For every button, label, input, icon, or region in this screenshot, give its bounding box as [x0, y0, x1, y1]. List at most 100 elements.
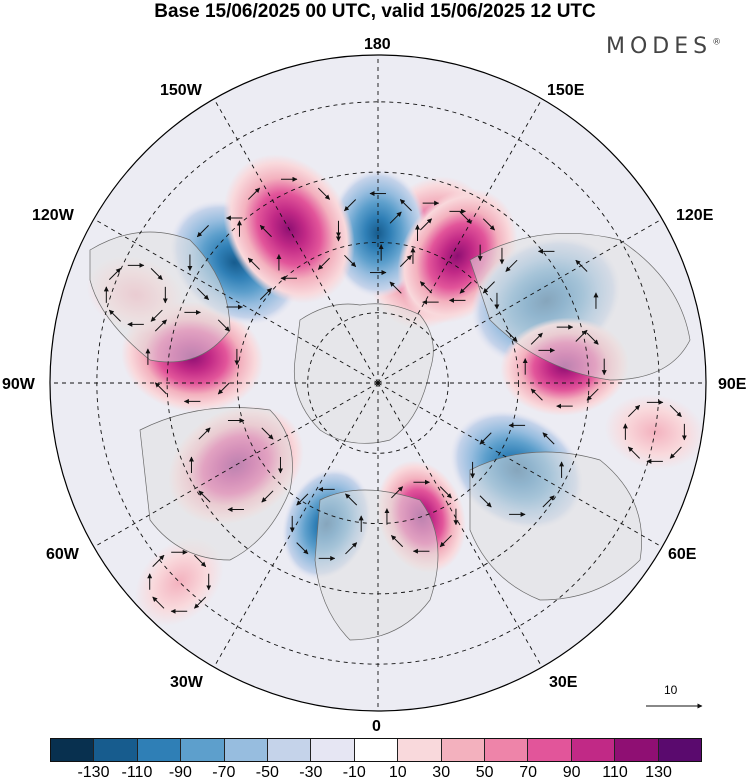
wind-vector-arrow [344, 254, 357, 267]
colorbar-swatch [94, 739, 138, 761]
wind-vector-arrow [217, 319, 230, 332]
wind-vector-arrow [317, 187, 330, 200]
wind-vector-arrow [439, 535, 452, 548]
graticule [50, 55, 706, 711]
wind-vector-arrow [108, 309, 121, 322]
colorbar-swatch [51, 739, 95, 761]
colorbar [50, 738, 702, 762]
colorbar-swatch [268, 739, 312, 761]
wind-vector-arrow [152, 554, 165, 567]
wind-vector-arrow [296, 542, 309, 555]
colorbar-tick-label: -70 [212, 764, 236, 781]
meridian-line [93, 218, 379, 384]
colorbar-swatch [311, 739, 355, 761]
wind-vector-arrow [628, 404, 641, 417]
wind-vector-arrow [586, 388, 599, 401]
wind-vector-arrow [542, 432, 555, 445]
lon-label-180: 180 [364, 36, 391, 53]
vector-scale-label: 10 [664, 683, 678, 697]
lon-label-120w: 120W [32, 207, 74, 224]
colorbar-swatch [354, 739, 399, 761]
colorbar-tick-label: -130 [77, 764, 110, 781]
wind-vectors [103, 176, 687, 614]
colorbar-ticks: -130 -110 -90 -70 -50 -30 -10 10 30 50 70 90 110 130 [50, 764, 702, 782]
wind-vector-arrow [261, 490, 274, 503]
lon-label-60w: 60W [46, 546, 79, 563]
wind-vector-arrow [479, 432, 492, 445]
latitude-circle [236, 241, 520, 525]
wind-vector-arrow [261, 427, 274, 440]
wind-vector-arrow [198, 490, 211, 503]
colorbar-swatch [224, 739, 269, 761]
wind-vector-arrow [150, 267, 163, 281]
wind-vector-arrow [505, 329, 518, 342]
colorbar-swatch [137, 739, 182, 761]
colorbar-swatch [181, 739, 225, 761]
registered-mark: ® [712, 37, 722, 48]
wind-vector-arrow [628, 446, 641, 459]
wind-vector-arrow [150, 309, 163, 322]
wind-vector-arrow [669, 446, 682, 459]
wind-vector-arrow [389, 211, 402, 224]
wind-vector-arrow [391, 486, 404, 499]
wind-vector-arrow [530, 332, 543, 345]
wind-vector-arrow [345, 493, 358, 506]
colorbar-tick-label: 130 [645, 764, 672, 781]
colorbar-tick-label: 30 [432, 764, 451, 781]
wind-vector-arrow [194, 596, 207, 609]
meridian-line [213, 382, 379, 668]
meridian-line [93, 382, 379, 548]
wind-vector-arrow [259, 287, 272, 300]
lon-label-90w: 90W [2, 376, 35, 393]
wind-vector-arrow [389, 281, 402, 294]
colorbar-tick-label: -90 [168, 764, 192, 781]
wind-vector-arrow [217, 382, 230, 395]
wind-vector-arrow [505, 259, 518, 272]
colorbar-tick-label: -50 [255, 764, 279, 781]
wind-vector-arrow [196, 225, 209, 238]
colorbar-swatch [615, 739, 659, 761]
lon-label-30e: 30E [549, 674, 578, 691]
wind-vector-arrow [317, 257, 330, 270]
wind-vector-arrow [459, 281, 472, 294]
colorbar-tick-label: 110 [602, 764, 628, 781]
map-boundary [49, 54, 707, 712]
modes-logo: MODES® [606, 34, 721, 59]
colorbar-swatch [571, 739, 616, 761]
wind-vector-arrow [154, 319, 167, 332]
colorbar-swatch [658, 739, 702, 761]
lon-label-120e: 120E [676, 207, 714, 224]
wind-vector-arrow [586, 332, 599, 345]
wind-vector-arrow [399, 199, 412, 212]
colorbar-swatches [50, 738, 702, 762]
wind-vector-arrow [479, 495, 492, 508]
lon-label-0: 0 [372, 718, 381, 735]
wind-vector-arrow [154, 382, 167, 395]
meridian-line [377, 98, 543, 384]
colorbar-tick-label: 90 [562, 764, 581, 781]
colorbar-swatch [485, 739, 529, 761]
meridian-line [377, 218, 663, 384]
wind-vector-arrow [391, 535, 404, 548]
meridian-line [377, 382, 543, 668]
lon-label-60e: 60E [668, 546, 697, 563]
wind-vector-arrow [259, 225, 272, 238]
positive-anomaly-cell [134, 537, 224, 627]
colorbar-swatch [528, 739, 572, 761]
lon-label-150e: 150E [547, 82, 585, 99]
latitude-circle [307, 312, 449, 454]
wind-vector-arrow [419, 218, 433, 231]
wind-vector-arrow [198, 427, 211, 440]
wind-vector-arrow [296, 493, 309, 506]
map-title: Base 15/06/2025 00 UTC, valid 15/06/2025… [154, 1, 596, 22]
wind-vector-arrow [399, 254, 412, 267]
wind-vector-arrow [530, 388, 543, 401]
lon-label-150w: 150W [160, 82, 202, 99]
wind-vector-arrow [108, 267, 121, 281]
colorbar-tick-label: 70 [519, 764, 538, 781]
lon-label-30w: 30W [170, 674, 203, 691]
wind-vector-arrow [194, 554, 207, 567]
lon-label-90e: 90E [718, 376, 747, 393]
wind-vector-arrow [419, 281, 433, 294]
